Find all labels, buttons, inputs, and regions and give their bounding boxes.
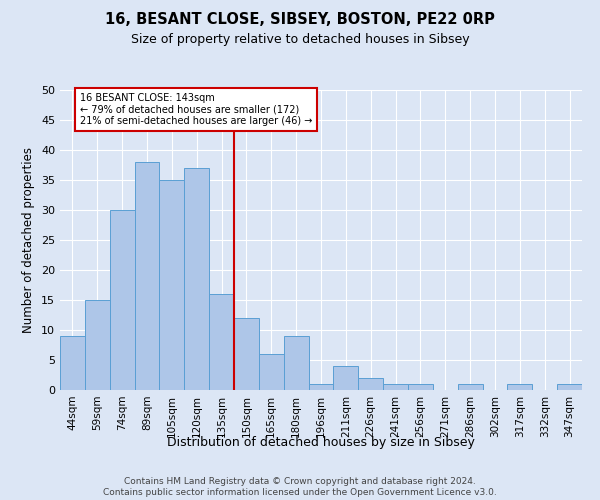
- Bar: [134, 162, 160, 390]
- Bar: [259, 354, 284, 390]
- Bar: [408, 384, 433, 390]
- Bar: [234, 318, 259, 390]
- Text: Contains HM Land Registry data © Crown copyright and database right 2024.: Contains HM Land Registry data © Crown c…: [124, 476, 476, 486]
- Text: Size of property relative to detached houses in Sibsey: Size of property relative to detached ho…: [131, 32, 469, 46]
- Bar: [110, 210, 134, 390]
- Text: Distribution of detached houses by size in Sibsey: Distribution of detached houses by size …: [167, 436, 475, 449]
- Bar: [358, 378, 383, 390]
- Bar: [160, 180, 184, 390]
- Y-axis label: Number of detached properties: Number of detached properties: [22, 147, 35, 333]
- Bar: [383, 384, 408, 390]
- Bar: [334, 366, 358, 390]
- Bar: [284, 336, 308, 390]
- Bar: [557, 384, 582, 390]
- Text: Contains public sector information licensed under the Open Government Licence v3: Contains public sector information licen…: [103, 488, 497, 497]
- Text: 16, BESANT CLOSE, SIBSEY, BOSTON, PE22 0RP: 16, BESANT CLOSE, SIBSEY, BOSTON, PE22 0…: [105, 12, 495, 28]
- Bar: [458, 384, 482, 390]
- Bar: [209, 294, 234, 390]
- Bar: [308, 384, 334, 390]
- Bar: [184, 168, 209, 390]
- Text: 16 BESANT CLOSE: 143sqm
← 79% of detached houses are smaller (172)
21% of semi-d: 16 BESANT CLOSE: 143sqm ← 79% of detache…: [80, 93, 312, 126]
- Bar: [85, 300, 110, 390]
- Bar: [60, 336, 85, 390]
- Bar: [508, 384, 532, 390]
